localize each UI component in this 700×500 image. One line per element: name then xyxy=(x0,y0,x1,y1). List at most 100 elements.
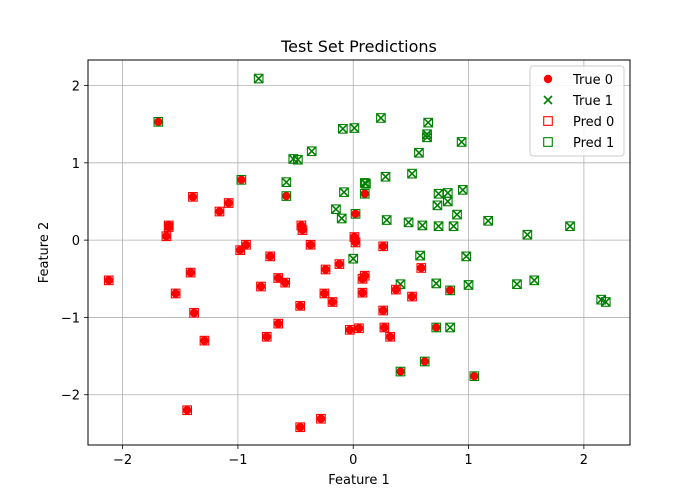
true-0-marker xyxy=(104,276,113,285)
pred-1-marker xyxy=(359,178,370,188)
pred-1-marker xyxy=(445,322,455,333)
true-1-marker xyxy=(512,279,522,289)
pred-1-marker xyxy=(522,229,533,240)
legend-item: Pred 0 xyxy=(543,115,614,130)
plot-frame xyxy=(87,59,631,446)
data-point xyxy=(273,318,284,329)
true-1-marker-stroke xyxy=(452,210,462,220)
data-point xyxy=(338,123,348,134)
true-0-marker xyxy=(351,209,360,219)
true-1-marker-stroke xyxy=(414,148,424,158)
true-0-marker xyxy=(262,332,271,341)
pred-1-marker xyxy=(565,221,575,232)
pred-0-marker xyxy=(199,335,210,346)
true-1-marker-stroke xyxy=(348,254,358,264)
data-point xyxy=(320,264,331,275)
legend-label: True 1 xyxy=(572,94,613,109)
data-point xyxy=(391,284,401,295)
data-point xyxy=(339,187,349,198)
true-1-marker-stroke xyxy=(445,322,455,333)
pred-1-marker xyxy=(348,253,359,264)
data-point xyxy=(431,278,442,289)
legend: True 0 True 1 Pred 0 Pred 1 xyxy=(529,65,625,157)
pred-0-marker xyxy=(295,422,306,433)
true-0-marker xyxy=(154,117,163,127)
true-0-marker xyxy=(351,238,360,247)
true-0-marker xyxy=(316,414,326,423)
pred-1-marker xyxy=(336,213,347,224)
data-point xyxy=(281,177,292,187)
true-0-marker xyxy=(385,332,395,341)
data-point xyxy=(161,231,172,242)
true-1-marker xyxy=(445,322,455,333)
true-1-marker-stroke xyxy=(338,124,348,134)
data-point xyxy=(432,200,443,211)
data-point xyxy=(235,245,246,256)
data-point xyxy=(431,322,442,333)
true-0-marker xyxy=(335,259,344,269)
true-0-marker xyxy=(186,268,195,277)
data-point xyxy=(306,146,317,157)
true-0-marker xyxy=(188,192,198,202)
pred-1-marker xyxy=(432,200,443,211)
pred-0-marker xyxy=(385,331,395,342)
pred-1-marker xyxy=(380,171,391,182)
pred-0-marker xyxy=(297,225,308,235)
pred-1-marker xyxy=(293,154,303,165)
legend-item: True 0 xyxy=(543,73,613,88)
pred-1-marker xyxy=(153,116,164,127)
true-0-marker xyxy=(274,319,283,328)
data-point xyxy=(417,220,428,231)
data-point xyxy=(359,188,370,199)
true-1-marker xyxy=(380,172,391,182)
true-1-marker xyxy=(529,275,539,285)
pred-0-marker xyxy=(354,323,364,334)
true-0-marker xyxy=(241,240,251,249)
data-point xyxy=(442,196,453,207)
data-point xyxy=(445,322,455,333)
data-point xyxy=(433,221,444,232)
pred-1-marker xyxy=(456,137,467,147)
pred-0-marker xyxy=(214,206,225,217)
data-point xyxy=(153,116,164,127)
data-point xyxy=(316,413,326,424)
true-0-marker xyxy=(171,289,180,298)
pred-0-marker xyxy=(170,288,181,299)
pred-0-marker xyxy=(378,305,389,316)
data-point xyxy=(354,323,364,334)
true-1-marker xyxy=(407,169,417,179)
pred-1-marker xyxy=(407,168,417,179)
data-point xyxy=(281,191,292,201)
true-0-marker xyxy=(280,278,290,287)
true-0-marker xyxy=(379,306,388,315)
pred-0-marker xyxy=(280,277,291,288)
legend-square-marker xyxy=(543,137,553,147)
pred-0-marker xyxy=(295,300,306,311)
true-0-marker xyxy=(182,406,192,415)
true-0-marker xyxy=(306,240,315,249)
data-point xyxy=(241,239,251,250)
true-1-marker xyxy=(461,251,471,261)
pred-1-marker xyxy=(281,177,292,187)
true-0-marker xyxy=(470,371,479,381)
true-1-marker xyxy=(601,297,611,307)
pred-0-marker xyxy=(305,239,316,250)
pred-1-marker xyxy=(350,208,361,219)
pred-0-marker xyxy=(334,259,345,269)
data-point xyxy=(185,267,196,278)
true-1-marker-stroke xyxy=(349,123,359,133)
pred-1-marker xyxy=(600,297,611,307)
data-point xyxy=(414,147,424,158)
true-1-marker-stroke xyxy=(331,204,341,214)
data-point xyxy=(416,263,427,273)
true-1-marker xyxy=(254,73,264,84)
data-point xyxy=(529,275,540,286)
data-point xyxy=(407,291,417,302)
pred-0-marker xyxy=(265,251,276,262)
true-1-marker-stroke xyxy=(529,275,539,285)
data-point xyxy=(422,132,432,143)
data-point xyxy=(385,331,395,342)
data-point xyxy=(265,251,276,262)
axis-ticks: −2 −1 0 1 2 −2 −1 0 1 2 xyxy=(61,80,588,468)
data-point xyxy=(419,356,430,367)
